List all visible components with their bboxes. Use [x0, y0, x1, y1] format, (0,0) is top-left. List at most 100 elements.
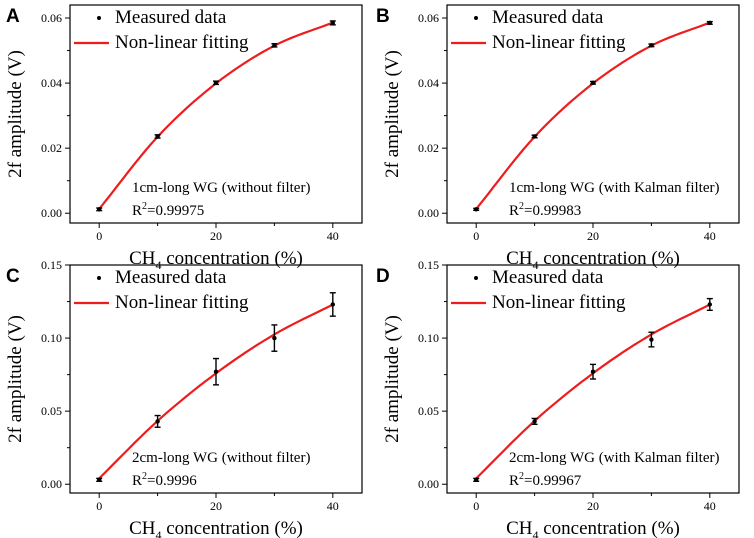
x-axis-title-subscript: 4	[156, 528, 162, 538]
data-point	[330, 20, 335, 26]
data-point	[649, 43, 654, 48]
r-squared-prefix: R	[132, 203, 142, 219]
x-tick-label: 20	[587, 229, 599, 243]
y-axis-title: 2f amplitude (V)	[382, 315, 403, 443]
data-point	[590, 80, 596, 85]
y-tick-label: 0.02	[418, 141, 439, 155]
annotation: 1cm-long WG (without filter)	[132, 180, 310, 196]
chart-panel-a: A 0 20 40 0.00 0.02 0.04 0.06 CH4 concentration …	[5, 4, 363, 272]
data-point	[155, 419, 160, 424]
legend-label-measured: Measured data	[492, 7, 604, 28]
x-axis-title: CH4 concentration (%)	[506, 518, 680, 538]
data-point	[97, 477, 102, 483]
r-squared-prefix: R	[132, 473, 142, 489]
annotation: 2cm-long WG (with Kalman filter)	[509, 450, 720, 466]
y-axis-title: 2f amplitude (V)	[5, 50, 26, 178]
y-tick-label: 0.00	[41, 477, 62, 491]
x-axis-title-rest: concentration (%)	[539, 248, 680, 269]
legend-marker-symbol	[474, 16, 478, 20]
x-tick-label: 40	[704, 229, 716, 243]
y-tick-label: 0.05	[418, 404, 439, 418]
legend-label-fit: Non-linear fitting	[115, 32, 249, 53]
y-tick-label: 0.10	[41, 331, 62, 345]
y-tick-label: 0.05	[41, 404, 62, 418]
legend-label-fit: Non-linear fitting	[492, 292, 626, 313]
legend-marker-symbol	[97, 276, 101, 280]
data-point	[155, 134, 160, 139]
x-tick-label: 20	[587, 499, 599, 513]
x-tick-label: 40	[327, 499, 339, 513]
r-squared-superscript: 2	[142, 201, 147, 212]
chart-panel-d: D 0 20 40 0.00 0.05 0.10 0.15 CH4 concentration …	[376, 258, 740, 538]
r-squared-prefix: R	[509, 203, 519, 219]
panel-letter: A	[6, 6, 20, 27]
x-tick-label: 20	[210, 499, 222, 513]
legend-label-fit: Non-linear fitting	[115, 292, 249, 313]
y-tick-label: 0.15	[418, 258, 439, 272]
data-point	[707, 20, 712, 26]
x-tick-label: 40	[704, 499, 716, 513]
r-squared-superscript: 2	[142, 471, 147, 482]
panel-letter: C	[6, 266, 20, 287]
x-axis-title: CH4 concentration (%)	[129, 248, 303, 272]
x-tick-label: 0	[473, 229, 479, 243]
x-axis-title-rest: concentration (%)	[539, 518, 680, 538]
y-axis-title: 2f amplitude (V)	[382, 50, 403, 178]
y-tick-label: 0.10	[418, 331, 439, 345]
r-squared-value: =0.99975	[147, 203, 204, 219]
legend-marker-symbol	[97, 16, 101, 20]
r-squared: R2=0.99967	[509, 471, 582, 489]
r-squared-value: =0.9996	[147, 473, 197, 489]
data-point	[532, 419, 537, 424]
x-axis-title-subscript: 4	[533, 528, 539, 538]
x-tick-label: 0	[473, 499, 479, 513]
legend-label-measured: Measured data	[492, 267, 604, 288]
r-squared: R2=0.99983	[509, 201, 581, 219]
r-squared-value: =0.99967	[524, 473, 582, 489]
data-point	[590, 369, 596, 374]
y-tick-label: 0.00	[418, 477, 439, 491]
y-axis-title: 2f amplitude (V)	[5, 315, 26, 443]
x-tick-label: 40	[327, 229, 339, 243]
x-axis-title: CH4 concentration (%)	[129, 518, 303, 538]
annotation: 1cm-long WG (with Kalman filter)	[509, 180, 720, 196]
r-squared-superscript: 2	[519, 201, 524, 212]
x-axis-title-rest: concentration (%)	[162, 518, 303, 538]
legend-label-measured: Measured data	[115, 7, 227, 28]
data-point	[707, 302, 712, 307]
y-tick-label: 0.00	[418, 206, 439, 220]
data-point	[272, 335, 277, 341]
x-axis-title-main: CH	[506, 518, 533, 538]
data-point	[213, 369, 219, 374]
panel-letter: B	[376, 6, 390, 27]
annotation: 2cm-long WG (without filter)	[132, 450, 310, 466]
legend-label-measured: Measured data	[115, 267, 227, 288]
r-squared-value: =0.99983	[524, 203, 581, 219]
x-axis-title-main: CH	[129, 518, 156, 538]
x-axis-title-main: CH	[506, 248, 533, 269]
chart-panel-c: C 0 20 40 0.00 0.05 0.10 0.15 CH4 concentration …	[5, 258, 363, 538]
r-squared: R2=0.9996	[132, 471, 197, 489]
x-tick-label: 20	[210, 229, 222, 243]
y-tick-label: 0.06	[418, 11, 439, 25]
x-tick-label: 0	[96, 499, 102, 513]
legend-marker-symbol	[474, 276, 478, 280]
data-point	[213, 80, 219, 85]
x-axis-title-rest: concentration (%)	[162, 248, 303, 269]
y-tick-label: 0.15	[41, 258, 62, 272]
panel-letter: D	[376, 266, 390, 287]
x-tick-label: 0	[96, 229, 102, 243]
r-squared-superscript: 2	[519, 471, 524, 482]
data-point	[474, 207, 479, 212]
x-axis-title-main: CH	[129, 248, 156, 269]
y-tick-label: 0.04	[418, 76, 439, 90]
y-tick-label: 0.06	[41, 11, 62, 25]
r-squared: R2=0.99975	[132, 201, 204, 219]
y-tick-label: 0.02	[41, 141, 62, 155]
data-point	[330, 302, 335, 307]
y-tick-label: 0.00	[41, 206, 62, 220]
legend-label-fit: Non-linear fitting	[492, 32, 626, 53]
data-point	[474, 477, 479, 483]
